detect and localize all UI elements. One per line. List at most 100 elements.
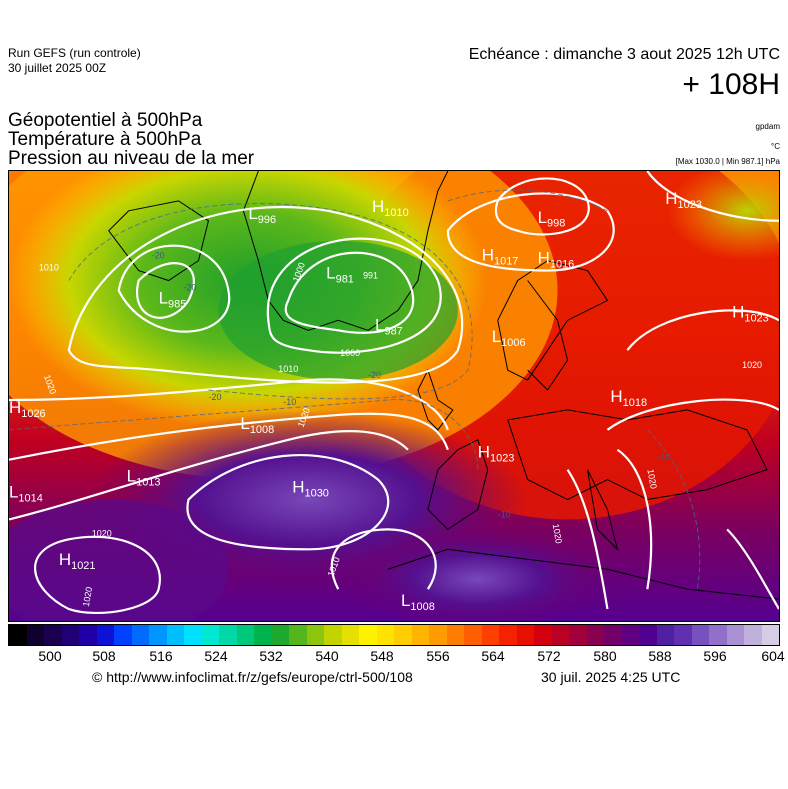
- variable-temperature: Température à 500hPa: [8, 129, 202, 150]
- colorbar-swatch: [621, 625, 639, 645]
- colorbar-tick-label: 516: [149, 648, 173, 664]
- pressure-minmax: [Max 1030.0 | Min 987.1] hPa: [675, 157, 780, 166]
- pressure-centers: L996 H1010 L998 H1023 L985 L981 L987 H1017 H1016…: [9, 189, 769, 613]
- colorbar-swatch: [306, 625, 324, 645]
- temperature-label: -20: [208, 392, 221, 402]
- colorbar: [8, 624, 780, 646]
- colorbar-tick-label: 548: [370, 648, 394, 664]
- colorbar-swatch: [61, 625, 79, 645]
- colorbar-swatch: [359, 625, 377, 645]
- temperature-label: -20: [368, 370, 381, 380]
- colorbar-swatch: [569, 625, 587, 645]
- colorbar-swatch: [411, 625, 429, 645]
- temperature-label: -10: [657, 452, 670, 462]
- colorbar-swatch: [656, 625, 674, 645]
- variable-mslp: Pression au niveau de la mer: [8, 148, 255, 169]
- low-pressure-center: L1008: [401, 591, 435, 613]
- isobars: [9, 171, 779, 615]
- high-pressure-center: H1023: [478, 443, 515, 465]
- purple-ridge-africa: [348, 529, 608, 621]
- low-pressure-center: L1008: [240, 414, 274, 436]
- colorbar-swatch: [236, 625, 254, 645]
- colorbar-swatch: [254, 625, 272, 645]
- colorbar-swatch: [289, 625, 307, 645]
- colorbar-swatch: [586, 625, 604, 645]
- temperature-labels: -20 -20 -20 -20 -10 -10 -10: [152, 251, 671, 520]
- high-pressure-center: H1030: [292, 478, 329, 500]
- colorbar-swatch: [44, 625, 62, 645]
- isobar-label: 1020: [645, 468, 658, 489]
- colorbar-swatch: [691, 625, 709, 645]
- colorbar-tick-label: 564: [481, 648, 505, 664]
- colorbar-swatch: [639, 625, 657, 645]
- temperature-contours: [9, 189, 701, 590]
- colorbar-swatch: [446, 625, 464, 645]
- isobar-label: 1020: [81, 586, 94, 607]
- unit-celsius: °C: [771, 142, 780, 151]
- isobar-label: 1020: [92, 528, 112, 538]
- run-label: Run GEFS (run controle): [8, 46, 141, 60]
- high-pressure-center: H1010: [372, 197, 409, 219]
- colorbar-swatch: [481, 625, 499, 645]
- colorbar-swatch: [184, 625, 202, 645]
- low-pressure-center: L981: [326, 264, 354, 286]
- colorbar-swatch: [709, 625, 727, 645]
- colorbar-swatch: [744, 625, 762, 645]
- high-pressure-center: H1018: [610, 387, 647, 409]
- colorbar-swatch: [551, 625, 569, 645]
- colorbar-tick-label: 532: [259, 648, 283, 664]
- colorbar-swatch: [26, 625, 44, 645]
- low-pressure-center: L987: [375, 315, 403, 337]
- isobar-label: 1020: [742, 360, 762, 370]
- isobar-label: 1020: [551, 523, 564, 544]
- colorbar-swatch: [271, 625, 289, 645]
- colorbar-swatch: [726, 625, 744, 645]
- variable-geopotential: Géopotentiel à 500hPa: [8, 110, 203, 131]
- isobar-label: 1010: [39, 263, 59, 273]
- colorbar-tick-label: 556: [426, 648, 450, 664]
- colorbar-swatch: [604, 625, 622, 645]
- high-pressure-center: H1016: [538, 249, 575, 271]
- coastlines: [108, 171, 779, 600]
- run-date: 30 juillet 2025 00Z: [8, 61, 107, 75]
- colorbar-swatch: [464, 625, 482, 645]
- generation-time: 30 juil. 2025 4:25 UTC: [541, 669, 681, 685]
- colorbar-swatch: [516, 625, 534, 645]
- colorbar-tick-label: 540: [315, 648, 339, 664]
- unit-gpdam: gpdam: [755, 122, 780, 131]
- low-pressure-center: L1014: [9, 483, 43, 505]
- low-pressure-center: L1006: [492, 327, 526, 349]
- colorbar-swatch: [394, 625, 412, 645]
- colorbar-swatch: [674, 625, 692, 645]
- low-pressure-center: L985: [159, 288, 187, 310]
- colorbar-swatch: [201, 625, 219, 645]
- isobar-labels: 1000 991100010101020102010201010102010201…: [39, 261, 762, 607]
- low-pressure-center: L998: [538, 208, 566, 230]
- forecast-map: L996 H1010 L998 H1023 L985 L981 L987 H1017 H1016…: [8, 170, 780, 622]
- low-pressure-center: L1013: [127, 467, 161, 489]
- colorbar-tick-label: 508: [92, 648, 116, 664]
- high-pressure-center: H1023: [665, 189, 702, 211]
- isobar-label: 991: [363, 271, 378, 281]
- temperature-label: -20: [152, 251, 165, 261]
- colorbar-swatch: [219, 625, 237, 645]
- colorbar-ticks: 500 508 516 524 532 540 548 556 564 572 580 588 596 6…: [8, 648, 784, 666]
- purple-southwest: [9, 499, 229, 621]
- colorbar-swatch: [149, 625, 167, 645]
- lead-time: + 108H: [682, 68, 780, 101]
- isobar-label: 1000: [340, 348, 360, 358]
- colorbar-tick-label: 524: [204, 648, 228, 664]
- colorbar-tick-label: 580: [593, 648, 617, 664]
- colorbar-swatch: [131, 625, 149, 645]
- colorbar-swatch: [166, 625, 184, 645]
- isobar-label: 1010: [278, 364, 298, 374]
- colorbar-swatch: [324, 625, 342, 645]
- colorbar-swatch: [114, 625, 132, 645]
- colorbar-tick-label: 588: [648, 648, 672, 664]
- colorbar-swatch: [9, 625, 27, 645]
- credit-url: © http://www.infoclimat.fr/z/gefs/europe…: [92, 669, 413, 685]
- high-pressure-center: H1023: [732, 302, 769, 324]
- colorbar-tick-label: 604: [761, 648, 785, 664]
- forecast-valid-time: Echéance : dimanche 3 aout 2025 12h UTC: [468, 46, 780, 63]
- high-pressure-center: H1026: [9, 398, 46, 420]
